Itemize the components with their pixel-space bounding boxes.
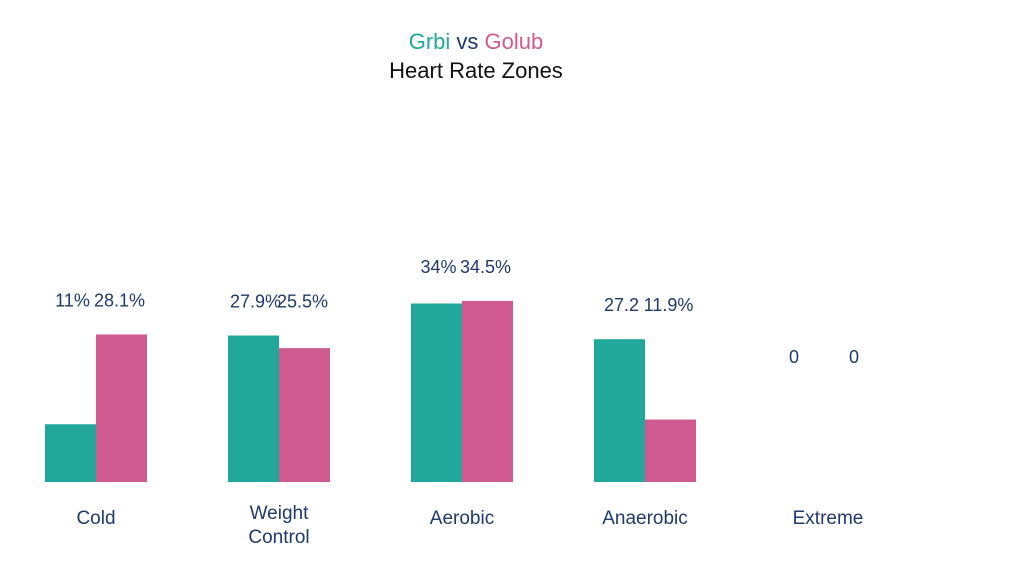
bar-golub-2 <box>462 300 513 482</box>
bar-grbi-0 <box>45 424 96 482</box>
title-part-0: Grbi <box>409 29 451 54</box>
value-label-golub-4: 0 <box>849 347 859 367</box>
value-label-grbi-1: 27.9% <box>230 292 281 312</box>
title-part-2: Golub <box>485 29 544 54</box>
bar-grbi-3 <box>594 339 645 482</box>
chart-title: Grbi vs Golub <box>409 29 544 54</box>
title-part-1: vs <box>450 29 484 54</box>
value-label-grbi-0: 11% <box>55 290 90 310</box>
bar-golub-3 <box>645 419 696 482</box>
value-label-golub-1: 25.5% <box>277 292 328 312</box>
category-label-line: Extreme <box>793 508 864 529</box>
chart-subtitle: Heart Rate Zones <box>389 58 563 83</box>
bar-grbi-1 <box>228 335 279 482</box>
value-label-grbi-2: 34% <box>420 257 456 277</box>
value-label-golub-0: 28.1% <box>94 290 145 310</box>
bar-grbi-2 <box>411 303 462 482</box>
category-label-line: Weight <box>250 503 310 524</box>
bar-golub-0 <box>96 334 147 482</box>
value-label-grbi-3: 27.2 <box>604 295 639 315</box>
category-label-line: Control <box>248 527 309 548</box>
category-labels-group: Cold Weight Control Aerobic Anaerobic Extreme <box>76 503 863 548</box>
category-label-3: Anaerobic <box>602 508 688 529</box>
bars-group <box>45 300 696 482</box>
value-label-golub-2: 34.5% <box>460 257 511 277</box>
category-label-line: Aerobic <box>430 508 494 529</box>
value-labels-group: 11% 28.1% 27.9%25.5% 34% 34.5% 27.2 11.9% 0 0 <box>55 257 859 367</box>
category-label-1: Weight Control <box>248 503 309 548</box>
value-label-golub-3: 11.9% <box>644 295 694 315</box>
category-label-line: Cold <box>76 508 115 529</box>
category-label-0: Cold <box>76 508 115 529</box>
category-label-2: Aerobic <box>430 508 494 529</box>
category-label-4: Extreme <box>793 508 864 529</box>
category-label-line: Anaerobic <box>602 508 688 529</box>
value-label-grbi-4: 0 <box>789 347 799 367</box>
bar-golub-1 <box>279 348 330 482</box>
